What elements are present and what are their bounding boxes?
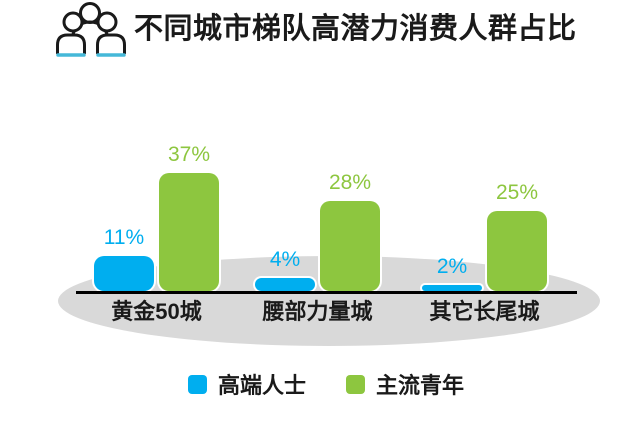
page-title: 不同城市梯队高潜力消费人群占比 <box>134 13 577 45</box>
value-label-高端人士-黄金50城: 11% <box>103 226 145 249</box>
category-label-其它长尾城: 其它长尾城 <box>429 299 540 324</box>
value-label-高端人士-其它长尾城: 2% <box>436 255 468 278</box>
legend-item-youth: 主流青年 <box>346 368 464 400</box>
legend-swatch-blue <box>188 374 207 394</box>
value-label-主流青年-黄金50城: 37% <box>167 143 211 166</box>
value-label-高端人士-腰部力量城: 4% <box>269 248 301 271</box>
category-label-腰部力量城: 腰部力量城 <box>262 299 373 324</box>
legend-label-premium: 高端人士 <box>218 373 307 398</box>
bar-主流青年-其它长尾城 <box>487 211 547 291</box>
bar-高端人士-黄金50城 <box>94 256 154 291</box>
x-axis-line <box>76 291 577 294</box>
legend-swatch-green <box>346 374 366 394</box>
category-label-黄金50城: 黄金50城 <box>111 299 202 324</box>
chart-legend: 高端人士 主流青年 <box>188 368 464 400</box>
legend-label-youth: 主流青年 <box>376 373 465 398</box>
bar-主流青年-腰部力量城 <box>320 201 380 291</box>
value-label-主流青年-腰部力量城: 28% <box>328 171 372 194</box>
bar-高端人士-其它长尾城 <box>422 285 482 291</box>
legend-item-premium: 高端人士 <box>188 368 306 400</box>
people-group-icon <box>56 2 126 57</box>
bar-高端人士-腰部力量城 <box>255 278 315 291</box>
bar-主流青年-黄金50城 <box>159 173 219 291</box>
value-label-主流青年-其它长尾城: 25% <box>495 181 539 204</box>
